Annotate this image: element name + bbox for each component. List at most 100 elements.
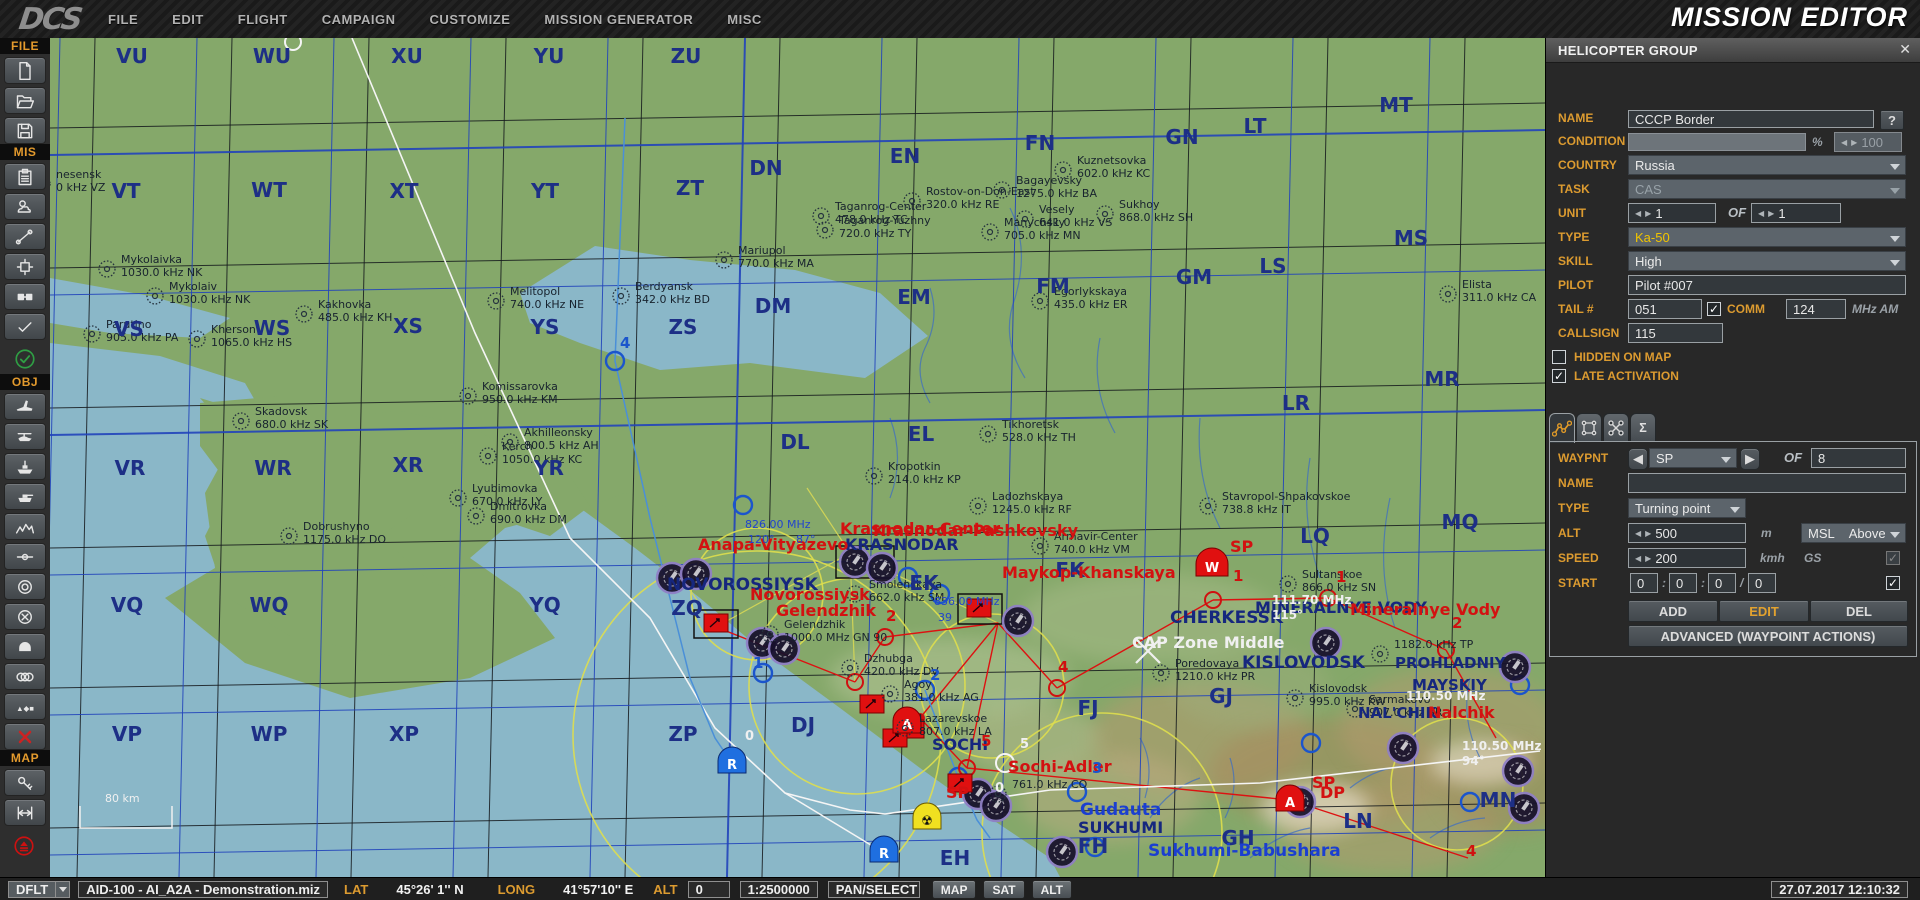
waypoint-next-button[interactable]: ▶: [1740, 448, 1760, 470]
menu-item-edit[interactable]: EDIT: [172, 11, 204, 27]
group-name-input[interactable]: CCCP Border: [1628, 110, 1874, 128]
start-m-input[interactable]: 0: [1669, 573, 1697, 593]
alt-spinner[interactable]: ◀ ▶ 500: [1628, 523, 1746, 543]
task-dropdown[interactable]: CAS: [1628, 179, 1906, 199]
menu-item-mission-generator[interactable]: MISSION GENERATOR: [544, 11, 694, 27]
static-object-button[interactable]: [4, 513, 46, 540]
condition-input[interactable]: [1628, 133, 1806, 151]
routes-button[interactable]: [4, 223, 46, 250]
menu-item-misc[interactable]: MISC: [727, 11, 762, 27]
airplane-button[interactable]: [4, 393, 46, 420]
bridges-button[interactable]: [4, 283, 46, 310]
vehicle-button[interactable]: [4, 483, 46, 510]
profile-dropdown[interactable]: DFLT: [8, 881, 57, 898]
start-s-input[interactable]: 0: [1708, 573, 1736, 593]
menu-item-campaign[interactable]: CAMPAIGN: [321, 11, 396, 27]
tab-route[interactable]: [1549, 413, 1575, 443]
eject-icon[interactable]: [13, 836, 35, 861]
msl-dropdown[interactable]: MSL Above: [1801, 523, 1906, 543]
menu-item-file[interactable]: FILE: [108, 11, 139, 27]
save-mission-button[interactable]: [4, 117, 46, 144]
zones-button[interactable]: [4, 253, 46, 280]
tab-links[interactable]: [1603, 413, 1629, 441]
spin-right-icon[interactable]: ▶: [1851, 137, 1858, 147]
delete-button[interactable]: [4, 723, 46, 750]
spin-right-icon[interactable]: ▶: [1645, 553, 1652, 563]
country-label: COUNTRY: [1558, 158, 1617, 172]
svg-text:EL: EL: [908, 422, 935, 446]
new-mission-button[interactable]: [4, 57, 46, 84]
open-mission-button[interactable]: [4, 87, 46, 114]
tab-loiter[interactable]: [1576, 413, 1602, 441]
help-button[interactable]: ?: [1880, 110, 1904, 130]
map-layer-button[interactable]: MAP: [931, 880, 977, 899]
key-button[interactable]: [4, 769, 46, 796]
unit-spinner[interactable]: ◀ ▶ 1: [1628, 203, 1716, 223]
gs-checkbox[interactable]: ✓: [1886, 551, 1900, 565]
waypoint-prev-button[interactable]: ◀: [1628, 448, 1648, 470]
spin-left-icon[interactable]: ◀: [1635, 528, 1642, 538]
comm-checkbox[interactable]: ✓: [1707, 302, 1721, 316]
pilot-input[interactable]: Pilot #007: [1628, 275, 1906, 295]
zone-circle-button[interactable]: [4, 603, 46, 630]
svg-text:Kherson: Kherson: [211, 323, 256, 336]
spin-right-icon[interactable]: ▶: [1645, 208, 1652, 218]
weather-button[interactable]: [4, 193, 46, 220]
del-button[interactable]: DEL: [1810, 600, 1908, 622]
alt-layer-button[interactable]: ALT: [1031, 880, 1072, 899]
late-activation-checkbox[interactable]: ✓: [1552, 369, 1566, 383]
speed-spinner[interactable]: ◀ ▶ 200: [1628, 548, 1746, 568]
wp-type-dropdown[interactable]: Turning point: [1628, 498, 1746, 518]
waypoint-button[interactable]: [4, 543, 46, 570]
briefing-button[interactable]: [4, 163, 46, 190]
start-h-input[interactable]: 0: [1630, 573, 1658, 593]
callsign-input[interactable]: 115: [1628, 323, 1723, 343]
ship-button[interactable]: [4, 453, 46, 480]
farp-button[interactable]: [4, 633, 46, 660]
sat-layer-button[interactable]: SAT: [983, 880, 1025, 899]
add-button[interactable]: ADD: [1628, 600, 1718, 622]
helicopter-button[interactable]: [4, 423, 46, 450]
comm-freq-input[interactable]: 124: [1786, 299, 1846, 319]
edit-button[interactable]: EDIT: [1719, 600, 1809, 622]
shapes-button[interactable]: ▲◆■: [4, 693, 46, 720]
svg-text:110.50 MHz: 110.50 MHz: [1462, 739, 1541, 753]
check-button[interactable]: [4, 313, 46, 340]
status-bar: DFLT AID-100 - AI_A2A - Demonstration.mi…: [0, 877, 1920, 900]
spin-right-icon[interactable]: ▶: [1768, 208, 1775, 218]
tail-input[interactable]: 051: [1628, 299, 1702, 319]
unit-total-spinner[interactable]: ◀ ▶ 1: [1751, 203, 1841, 223]
svg-text:Sultanskoe: Sultanskoe: [1302, 568, 1362, 581]
wp-name-input[interactable]: [1628, 473, 1906, 493]
bullseye-button[interactable]: [4, 573, 46, 600]
hidden-on-map-checkbox[interactable]: [1552, 350, 1566, 364]
map-canvas[interactable]: W A A R R ☢ Mykolaivka 1030.0 kHz NK Mykolaiv 103…: [50, 38, 1545, 877]
skill-dropdown[interactable]: High: [1628, 251, 1906, 271]
wp-type-label: TYPE: [1558, 501, 1590, 515]
start-d-input[interactable]: 0: [1748, 573, 1776, 593]
advanced-waypoint-actions-button[interactable]: ADVANCED (WAYPOINT ACTIONS): [1628, 625, 1908, 647]
svg-text:320.0 kHz RE: 320.0 kHz RE: [926, 198, 1000, 211]
waypoint-dropdown[interactable]: SP: [1649, 448, 1737, 468]
type-dropdown[interactable]: Ka-50: [1628, 227, 1906, 247]
spin-left-icon[interactable]: ◀: [1841, 137, 1848, 147]
menu-item-customize[interactable]: CUSTOMIZE: [429, 11, 511, 27]
ruler-button[interactable]: [4, 799, 46, 826]
svg-text:1030.0 kHz NK: 1030.0 kHz NK: [121, 266, 203, 279]
start-checkbox[interactable]: ✓: [1886, 576, 1900, 590]
spin-right-icon[interactable]: ▶: [1645, 528, 1652, 538]
country-dropdown[interactable]: Russia: [1628, 155, 1906, 175]
svg-text:MAYSKIY: MAYSKIY: [1412, 676, 1488, 694]
spin-left-icon[interactable]: ◀: [1635, 208, 1642, 218]
waypoint-total-input[interactable]: 8: [1811, 448, 1906, 468]
close-icon[interactable]: ✕: [1899, 41, 1911, 57]
menu-item-flight[interactable]: FLIGHT: [237, 11, 288, 27]
tab-summary[interactable]: Σ: [1630, 413, 1656, 441]
condition-spinner[interactable]: ◀ ▶ 100: [1834, 132, 1902, 152]
spin-left-icon[interactable]: ◀: [1758, 208, 1765, 218]
spin-left-icon[interactable]: ◀: [1635, 553, 1642, 563]
profile-dropdown-arrow-icon[interactable]: [56, 881, 71, 898]
rings-button[interactable]: [4, 663, 46, 690]
alt-input[interactable]: 0: [687, 881, 730, 898]
